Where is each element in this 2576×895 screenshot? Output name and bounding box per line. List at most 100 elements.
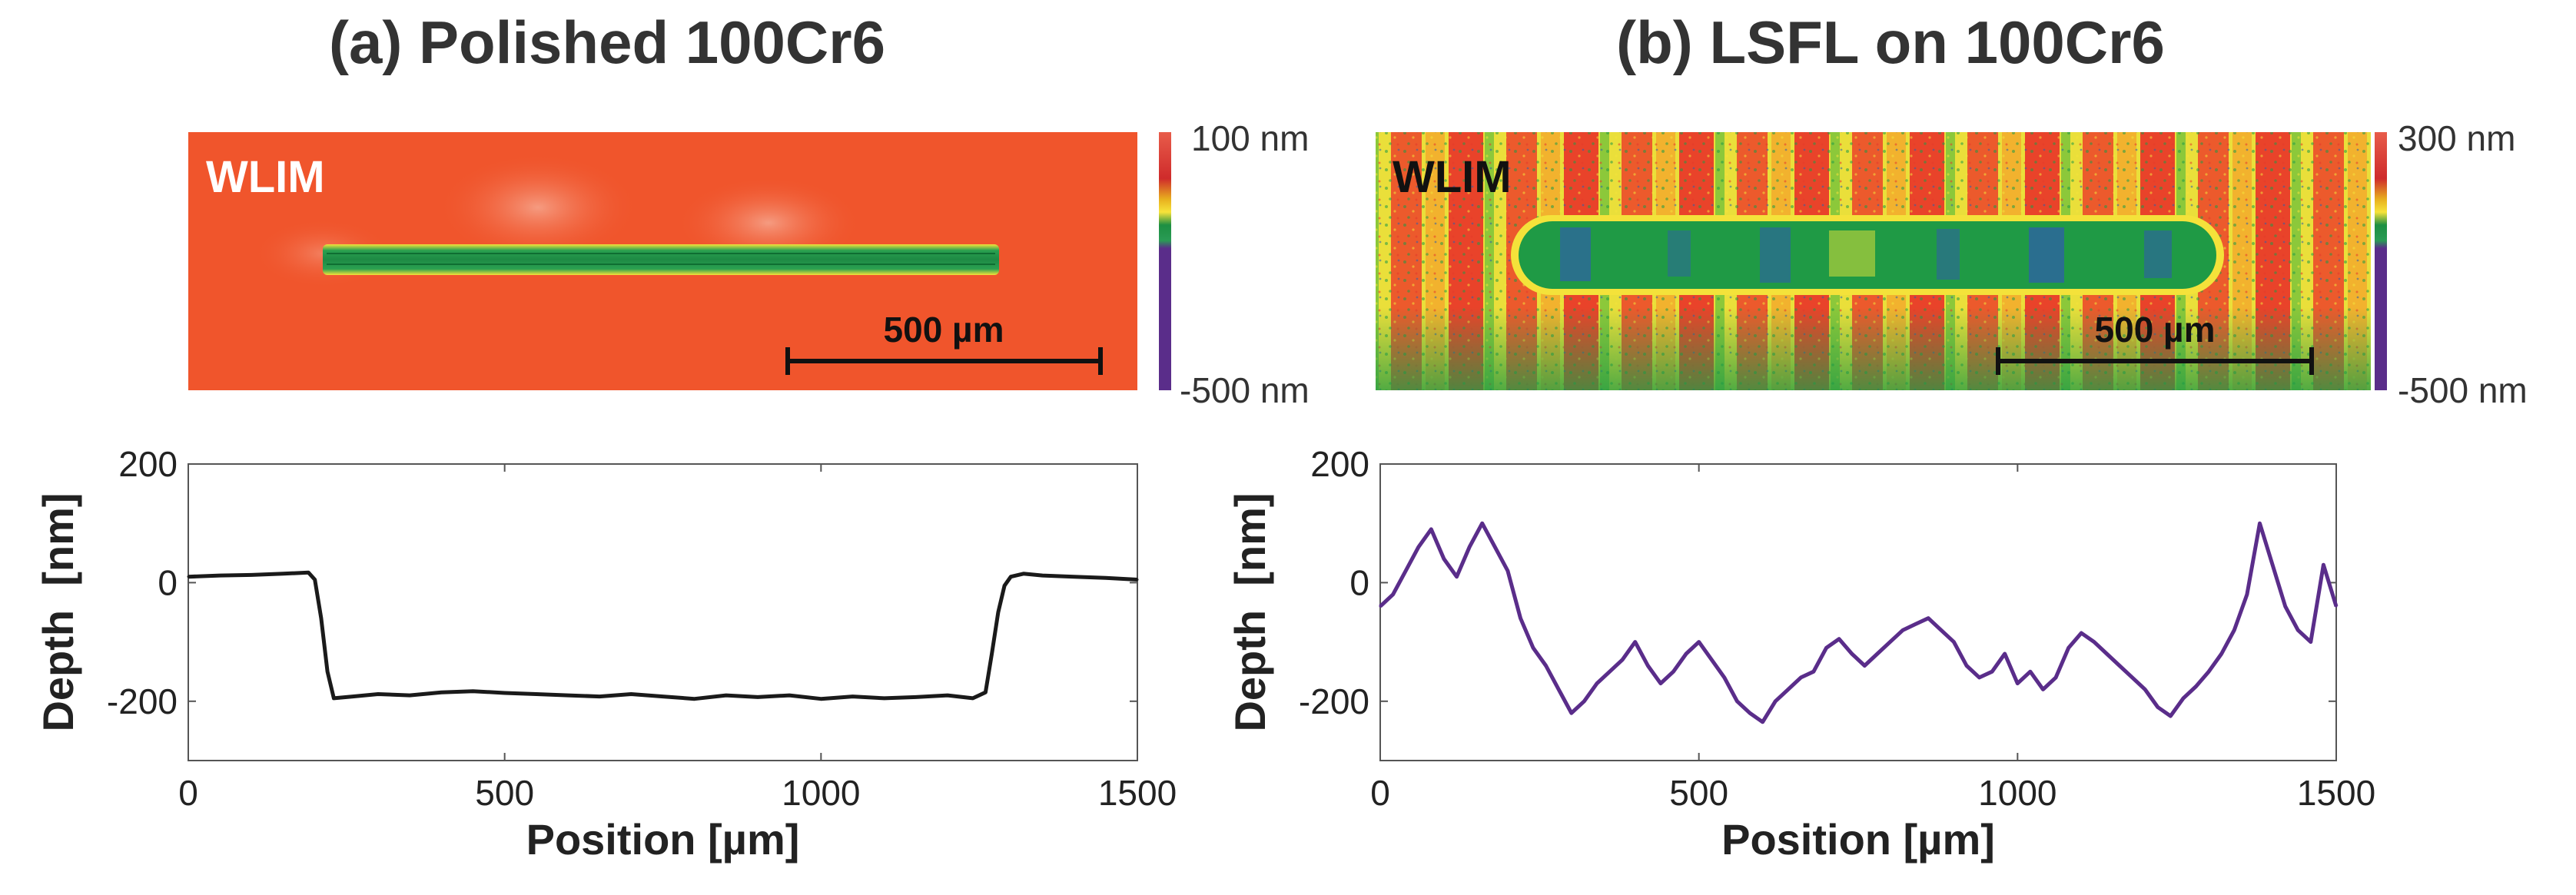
chart-b-data-point bbox=[1442, 558, 1446, 561]
chart-b-data-point bbox=[1863, 664, 1866, 667]
chart-a-y-tick-label: 200 bbox=[118, 444, 178, 484]
chart-b-data-point bbox=[2067, 646, 2070, 649]
chart-a-data-point bbox=[332, 697, 335, 700]
panel-b-colorbar-max: 300 nm bbox=[2398, 118, 2515, 158]
chart-b-x-tick-label: 500 bbox=[1669, 773, 1728, 813]
panel-a-wlim-label: WLIM bbox=[206, 152, 325, 202]
chart-a-data-point bbox=[187, 575, 190, 578]
chart-b-data-point bbox=[1493, 545, 1496, 549]
chart-b-data-point bbox=[2016, 682, 2019, 685]
chart-a-series-line bbox=[188, 570, 1138, 701]
chart-a-y-tick-label: -200 bbox=[107, 681, 178, 721]
chart-a-data-point bbox=[756, 695, 759, 698]
chart-b-data-point bbox=[2105, 652, 2108, 655]
chart-a-data-point bbox=[503, 691, 506, 694]
chart-a-x-axis-title: Position [µm] bbox=[526, 815, 800, 864]
chart-a-x-tick-label: 1500 bbox=[1098, 773, 1177, 813]
chart-b-x-tick-label: 0 bbox=[1370, 773, 1390, 813]
chart-b-data-point bbox=[1876, 652, 1879, 655]
chart-b-data-point bbox=[1685, 652, 1688, 655]
chart-b-y-tick-label: 200 bbox=[1310, 444, 1369, 484]
chart-a-data-point bbox=[1022, 572, 1025, 575]
chart-a-data-point bbox=[326, 670, 329, 673]
chart-a-data-point bbox=[997, 611, 1000, 614]
panel-b-wlim-label: WLIM bbox=[1393, 152, 1512, 202]
chart-b-data-point bbox=[1545, 664, 1548, 667]
panel-b-colorbar-min: -500 nm bbox=[2398, 370, 2528, 410]
chart-a-data-point bbox=[307, 571, 310, 574]
chart-b-data-point bbox=[1417, 545, 1420, 549]
chart-b-data-point bbox=[1978, 676, 1981, 679]
chart-a-data-point bbox=[1104, 576, 1107, 579]
panel-a-colorbar-min: -500 nm bbox=[1180, 370, 1310, 410]
chart-b-data-point bbox=[1481, 522, 1484, 525]
chart-b-data-point bbox=[1952, 641, 1955, 644]
chart-b-data-point bbox=[2246, 593, 2249, 596]
chart-b-y-tick-label: -200 bbox=[1299, 681, 1369, 721]
chart-a-data-point bbox=[377, 693, 380, 696]
chart-b-data-point bbox=[1634, 641, 1637, 644]
chart-b-data-point bbox=[2118, 664, 2121, 667]
panel-a-title: (a) Polished 100Cr6 bbox=[329, 8, 885, 76]
chart-b-data-point bbox=[1392, 593, 1395, 596]
chart-b-x-tick-label: 1500 bbox=[2297, 773, 2375, 813]
chart-a-y-axis-title: Depth [nm] bbox=[34, 492, 82, 731]
chart-a-data-point bbox=[440, 691, 443, 694]
chart-b-data-point bbox=[2296, 628, 2299, 631]
chart-a-data-point bbox=[991, 652, 994, 655]
chart-b-data-point bbox=[1940, 628, 1943, 631]
chart-b-data-point bbox=[1799, 676, 1802, 679]
chart-b-data-point bbox=[2143, 688, 2146, 691]
chart-b-data-point bbox=[1379, 605, 1382, 608]
chart-b-data-point bbox=[1429, 528, 1432, 531]
panel-b-colorbar bbox=[2375, 132, 2387, 390]
chart-b-data-point bbox=[1557, 688, 1560, 691]
chart-a-data-point bbox=[320, 617, 323, 620]
chart-a-data-point bbox=[314, 578, 317, 582]
chart-a-data-point bbox=[1136, 578, 1139, 582]
chart-b-data-point bbox=[2080, 631, 2083, 635]
chart-a-data-point bbox=[598, 695, 601, 698]
chart-a-data-point bbox=[1003, 584, 1006, 587]
chart-a-data-point bbox=[250, 573, 253, 576]
panel-a-wlim-image: WLIM 500 µm bbox=[188, 132, 1137, 390]
chart-b-data-point bbox=[1621, 658, 1624, 661]
chart-a-data-point bbox=[819, 698, 822, 701]
chart-b-data-point bbox=[1990, 670, 1993, 673]
chart-b-data-point bbox=[1723, 676, 1726, 679]
chart-a-data-point bbox=[693, 698, 696, 701]
chart-a-data-point bbox=[629, 693, 632, 696]
chart-b-series-line bbox=[1379, 521, 2339, 724]
chart-b-data-point bbox=[1837, 638, 1841, 641]
chart-a-data-point bbox=[1041, 574, 1044, 577]
chart-b-data-point bbox=[2335, 605, 2338, 608]
chart-b-data-point bbox=[2029, 670, 2032, 673]
chart-a-data-point bbox=[351, 695, 354, 698]
chart-b-data-point bbox=[1519, 617, 1522, 620]
chart-a-data-point bbox=[971, 697, 974, 700]
chart-b-data-point bbox=[2322, 563, 2325, 566]
panel-b-title: (b) LSFL on 100Cr6 bbox=[1616, 8, 2165, 76]
chart-b-data-point bbox=[2182, 697, 2185, 700]
chart-b-data-point bbox=[1825, 646, 1828, 649]
chart-b-data-point bbox=[2284, 605, 2287, 608]
chart-a-data-point bbox=[408, 694, 411, 697]
chart-a-data-point bbox=[1009, 575, 1012, 578]
chart-b-x-tick-label: 1000 bbox=[1978, 773, 2056, 813]
chart-b-data-point bbox=[1532, 646, 1535, 649]
chart-b-data-point bbox=[1965, 664, 1968, 667]
chart-b-data-point bbox=[1735, 700, 1738, 703]
chart-b-data-point bbox=[1748, 711, 1751, 714]
chart-a-data-point bbox=[535, 693, 538, 696]
chart-a-x-tick-label: 500 bbox=[475, 773, 534, 813]
chart-a-data-point bbox=[915, 695, 918, 698]
chart-a-data-point bbox=[984, 691, 987, 694]
chart-b-data-point bbox=[1927, 617, 1930, 620]
chart-b-data-point bbox=[2131, 676, 2134, 679]
panel-b-scale-label: 500 µm bbox=[2095, 310, 2216, 350]
chart-a-x-tick-label: 1000 bbox=[782, 773, 860, 813]
chart-a-data-point bbox=[662, 695, 664, 698]
chart-b-data-point bbox=[1914, 622, 1917, 625]
panel-a-colorbar-max: 100 nm bbox=[1191, 118, 1309, 158]
